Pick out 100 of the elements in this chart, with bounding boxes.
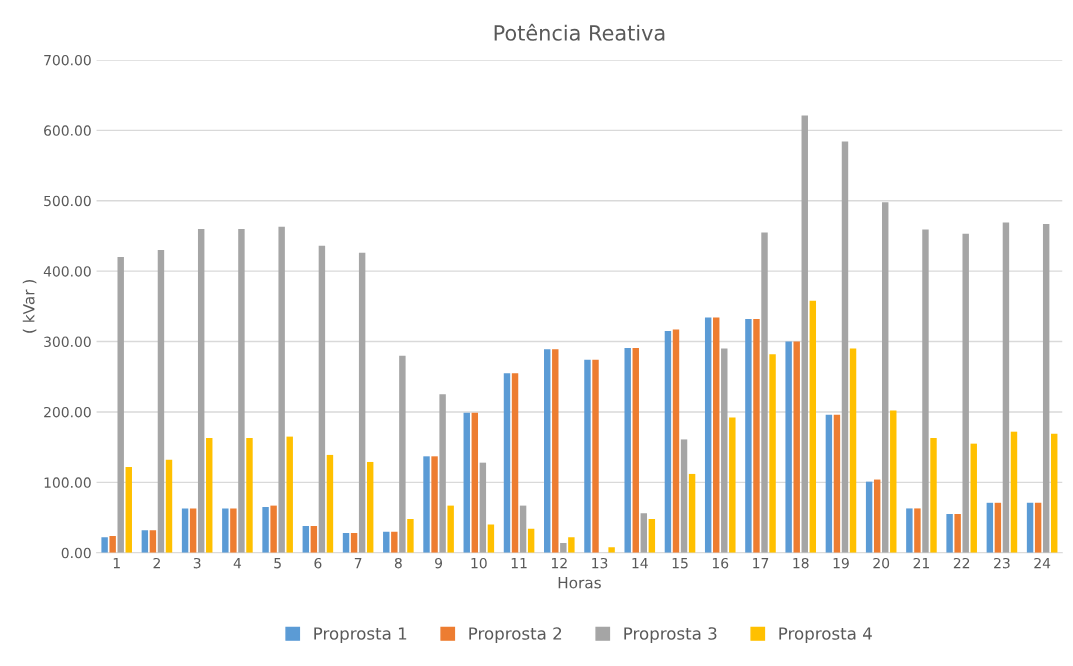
bar xyxy=(882,202,889,553)
x-tick-label: 23 xyxy=(994,557,1010,569)
x-tick-label: 18 xyxy=(793,557,809,569)
bar xyxy=(729,417,736,553)
bar xyxy=(1051,433,1058,553)
x-axis-title: Horas xyxy=(558,577,601,589)
bar xyxy=(511,373,519,553)
y-tick-label: 0.00 xyxy=(61,547,91,559)
bar xyxy=(358,252,366,553)
bar xyxy=(342,533,350,553)
bar xyxy=(1026,502,1034,553)
bar xyxy=(713,317,720,553)
legend-label: Proprosta 4 xyxy=(779,627,872,644)
x-tick-label: 21 xyxy=(913,557,929,569)
bar xyxy=(1042,223,1050,553)
x-tick-label: 12 xyxy=(551,557,567,569)
bar xyxy=(873,479,881,553)
bar xyxy=(189,508,197,553)
bar xyxy=(447,505,454,553)
bar xyxy=(318,245,326,553)
bar xyxy=(608,547,615,553)
y-tick-label: 600.00 xyxy=(44,125,91,136)
legend-label: Proprosta 1 xyxy=(314,627,407,644)
bar xyxy=(688,473,696,553)
bar xyxy=(753,319,760,553)
x-tick-label: 1 xyxy=(113,558,120,569)
bar xyxy=(117,257,124,553)
bar xyxy=(238,228,245,553)
bar xyxy=(1034,502,1042,553)
bar xyxy=(793,341,800,553)
x-tick-label: 9 xyxy=(435,557,443,569)
bar xyxy=(302,526,310,553)
bar xyxy=(109,535,116,553)
bar xyxy=(197,228,205,553)
x-tick-label: 17 xyxy=(753,558,769,569)
bar xyxy=(519,505,527,553)
bar xyxy=(246,438,253,553)
bar xyxy=(165,459,173,553)
bar xyxy=(592,359,599,553)
x-tick-label: 2 xyxy=(153,557,160,569)
bar xyxy=(769,354,776,553)
bar xyxy=(584,359,591,553)
bar xyxy=(125,466,132,553)
x-tick-label: 14 xyxy=(632,558,648,569)
bar xyxy=(970,443,977,553)
bar xyxy=(849,348,857,553)
bar xyxy=(930,438,937,553)
bar xyxy=(439,394,446,553)
x-tick-label: 24 xyxy=(1034,557,1051,569)
bar xyxy=(503,373,511,553)
x-tick-label: 16 xyxy=(712,557,729,569)
bar xyxy=(761,232,768,553)
bar xyxy=(326,454,334,553)
bar xyxy=(527,528,535,553)
bar xyxy=(552,349,559,553)
y-tick-label: 500.00 xyxy=(44,195,91,207)
bar xyxy=(680,439,688,553)
x-tick-label: 5 xyxy=(274,558,281,569)
y-tick-label: 400.00 xyxy=(43,266,91,277)
x-tick-label: 6 xyxy=(314,557,322,569)
bar xyxy=(946,514,953,553)
x-tick-label: 11 xyxy=(511,558,527,569)
bar xyxy=(181,508,189,553)
legend-label: Proprosta 2 xyxy=(469,627,562,644)
bar xyxy=(350,533,358,553)
bar xyxy=(664,331,672,553)
bar xyxy=(431,456,438,553)
bar xyxy=(1002,222,1010,553)
bar xyxy=(479,462,487,553)
bar xyxy=(801,115,808,553)
bar xyxy=(206,438,213,553)
bar xyxy=(745,319,752,553)
bar xyxy=(825,414,833,553)
bar xyxy=(407,518,414,553)
x-tick-label: 4 xyxy=(233,558,242,569)
x-tick-label: 22 xyxy=(953,557,970,569)
x-tick-label: 8 xyxy=(394,557,402,569)
bar xyxy=(222,508,229,553)
bar xyxy=(157,250,165,553)
y-tick-label: 300.00 xyxy=(44,336,91,348)
bar xyxy=(399,355,406,553)
bar xyxy=(560,542,567,553)
bar xyxy=(487,524,495,553)
x-tick-label: 19 xyxy=(833,557,849,569)
bar xyxy=(270,505,277,553)
bar xyxy=(230,508,237,553)
bar xyxy=(366,461,374,553)
bar xyxy=(423,456,430,553)
x-tick-label: 15 xyxy=(672,558,688,569)
bar xyxy=(672,329,680,553)
bar xyxy=(833,414,841,553)
bar xyxy=(721,348,728,553)
bar xyxy=(865,481,873,553)
x-tick-label: 7 xyxy=(354,558,362,569)
y-tick-label: 200.00 xyxy=(44,406,91,418)
bar xyxy=(1010,431,1018,553)
bar xyxy=(149,530,157,553)
bar xyxy=(391,531,398,553)
bar xyxy=(141,530,149,553)
bar xyxy=(544,349,551,553)
